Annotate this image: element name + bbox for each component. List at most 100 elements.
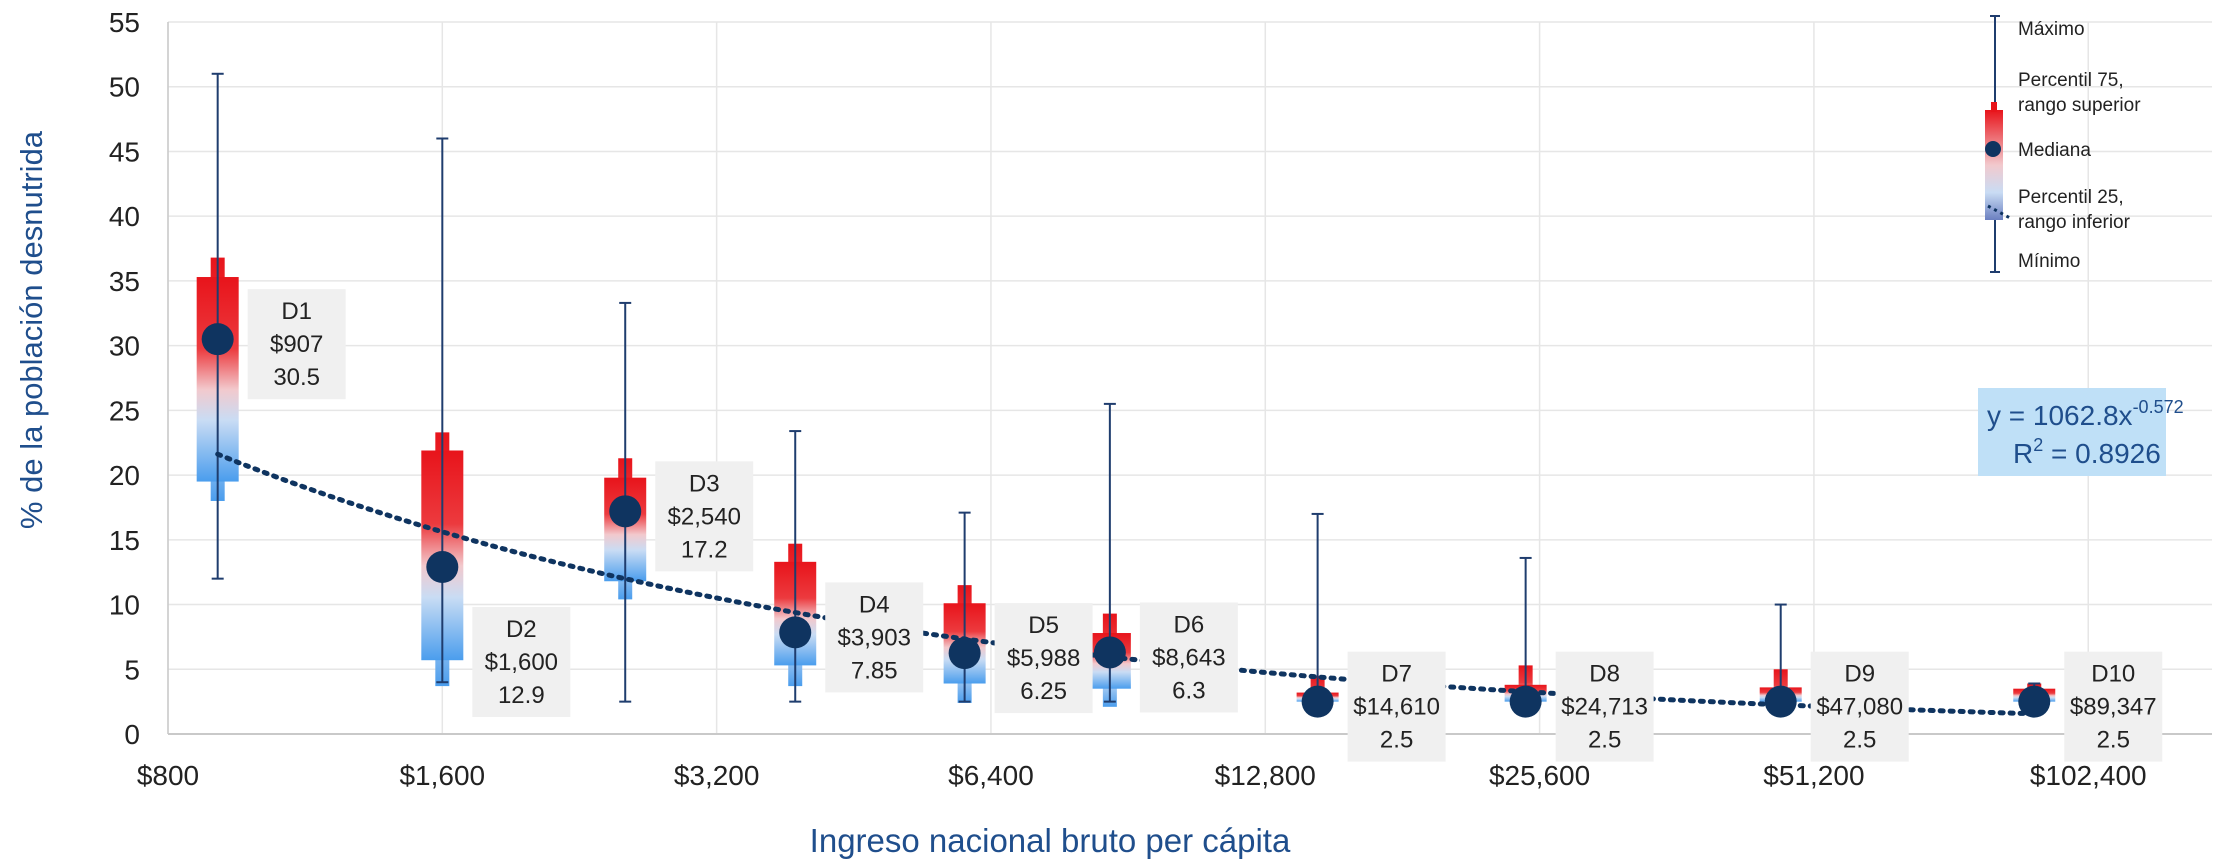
- r2-suffix: = 0.8926: [2043, 438, 2161, 469]
- label-d8: D8 $24,713 2.5: [1555, 651, 1654, 762]
- label-median-d10: 2.5: [2097, 727, 2130, 754]
- median-marker-d10: [2018, 685, 2051, 718]
- median-marker-d6: [1093, 636, 1126, 669]
- legend-p75-label-2: rango superior: [2018, 95, 2141, 116]
- label-income-d9: $47,080: [1816, 694, 1903, 721]
- label-bg-d5: [994, 603, 1093, 714]
- label-bg-d8: [1555, 651, 1654, 762]
- label-bg-d7: [1347, 651, 1446, 762]
- label-median-d3: 17.2: [681, 536, 728, 563]
- label-name-d5: D5: [1028, 612, 1059, 639]
- y-tick-labels: 0 5 10 15 20 25 30 35 40 45 50 55: [109, 7, 140, 750]
- label-median-d6: 6.3: [1172, 677, 1205, 704]
- trendline: [215, 451, 2037, 717]
- legend-p75-label-1: Percentil 75,: [2018, 70, 2124, 91]
- median-marker-d3: [609, 495, 642, 528]
- y-tick-label-4: 20: [109, 460, 140, 491]
- label-name-d4: D4: [859, 591, 890, 618]
- box-d3: [604, 301, 647, 703]
- label-d2: D2 $1,600 12.9: [472, 607, 571, 718]
- y-tick-label-1: 5: [124, 654, 140, 685]
- label-d7: D7 $14,610 2.5: [1347, 651, 1446, 762]
- median-marker-d8: [1509, 685, 1542, 718]
- label-median-d8: 2.5: [1588, 727, 1621, 754]
- label-bg-d10: [2064, 651, 2163, 762]
- median-markers: [201, 323, 2051, 718]
- x-tick-labels: $800 $1,600 $3,200 $6,400 $12,800 $25,600 $51,…: [137, 760, 2147, 791]
- label-d9: D9 $47,080 2.5: [1810, 651, 1909, 762]
- label-name-d9: D9: [1844, 661, 1875, 688]
- label-bg-d3: [655, 461, 754, 572]
- label-d5: D5 $5,988 6.25: [994, 603, 1093, 714]
- y-tick-label-9: 45: [109, 136, 140, 167]
- label-bg-d2: [472, 607, 571, 718]
- x-tick-label-2: $3,200: [674, 760, 760, 791]
- legend-median-label: Mediana: [2018, 140, 2091, 161]
- label-d10: D10 $89,347 2.5: [2064, 651, 2163, 762]
- box-d7: [1296, 512, 1339, 715]
- equation-prefix: y = 1062.8x: [1987, 400, 2133, 431]
- box-d5: [943, 511, 986, 703]
- y-tick-label-11: 55: [109, 7, 140, 38]
- equation-background: [1978, 388, 2166, 476]
- trendline-equation: y = 1062.8x-0.572 R2 = 0.8926: [1978, 388, 2184, 476]
- label-bg-d4: [825, 582, 924, 693]
- y-tick-label-3: 15: [109, 525, 140, 556]
- x-tick-label-1: $1,600: [399, 760, 485, 791]
- decile-labels: D1 $907 30.5 D2 $1,600 12.9 D3 $2,540 17.2 D4 $3,9…: [247, 289, 2163, 762]
- label-name-d10: D10: [2091, 661, 2135, 688]
- equation-text: y = 1062.8x-0.572: [1987, 397, 2184, 431]
- median-marker-d5: [948, 637, 981, 670]
- label-name-d8: D8: [1589, 661, 1620, 688]
- legend-p25-label-2: rango inferior: [2018, 212, 2131, 233]
- label-median-d2: 12.9: [498, 682, 545, 709]
- box-d4: [774, 430, 817, 703]
- label-bg-d1: [247, 289, 346, 400]
- r2-exponent: 2: [2033, 435, 2043, 455]
- y-axis-title: % de la población desnutrida: [14, 130, 49, 529]
- legend-max-label: Máximo: [2018, 19, 2085, 40]
- label-name-d2: D2: [506, 616, 537, 643]
- label-d1: D1 $907 30.5: [247, 289, 346, 400]
- label-name-d7: D7: [1381, 661, 1412, 688]
- x-tick-label-4: $12,800: [1215, 760, 1316, 791]
- median-marker-d9: [1764, 685, 1797, 718]
- x-tick-label-5: $25,600: [1489, 760, 1590, 791]
- legend-range-top: [1991, 102, 1997, 112]
- label-d6: D6 $8,643 6.3: [1139, 602, 1238, 713]
- y-tick-label-0: 0: [124, 719, 140, 750]
- r2-prefix: R: [2013, 438, 2033, 469]
- median-marker-d7: [1301, 685, 1334, 718]
- equation-exponent: -0.572: [2133, 397, 2184, 417]
- label-income-d2: $1,600: [485, 649, 558, 676]
- label-income-d8: $24,713: [1561, 694, 1648, 721]
- label-income-d6: $8,643: [1152, 644, 1225, 671]
- x-tick-label-7: $102,400: [2030, 760, 2147, 791]
- trendline-path: [215, 451, 2037, 717]
- box-d1: [196, 72, 239, 580]
- legend-median-marker: [1985, 141, 2001, 157]
- label-bg-d9: [1810, 651, 1909, 762]
- label-income-d4: $3,903: [838, 624, 911, 651]
- r2-text: R2 = 0.8926: [2013, 435, 2161, 469]
- legend-box: [1985, 110, 2003, 220]
- label-median-d5: 6.25: [1020, 678, 1067, 705]
- median-marker-d4: [779, 616, 812, 649]
- label-name-d1: D1: [281, 298, 312, 325]
- label-d3: D3 $2,540 17.2: [655, 461, 754, 572]
- label-median-d9: 2.5: [1843, 727, 1876, 754]
- median-marker-d1: [201, 323, 234, 356]
- label-income-d5: $5,988: [1007, 645, 1080, 672]
- box-d2: [421, 137, 464, 687]
- label-income-d10: $89,347: [2070, 694, 2157, 721]
- label-name-d6: D6: [1174, 611, 1205, 638]
- x-tick-label-0: $800: [137, 760, 199, 791]
- median-marker-d2: [426, 551, 459, 584]
- x-axis-title: Ingreso nacional bruto per cápita: [810, 822, 1291, 859]
- y-tick-label-6: 30: [109, 331, 140, 362]
- y-tick-label-10: 50: [109, 72, 140, 103]
- y-tick-label-8: 40: [109, 201, 140, 232]
- label-d4: D4 $3,903 7.85: [825, 582, 924, 693]
- legend: Máximo Percentil 75, rango superior Medi…: [1985, 15, 2141, 273]
